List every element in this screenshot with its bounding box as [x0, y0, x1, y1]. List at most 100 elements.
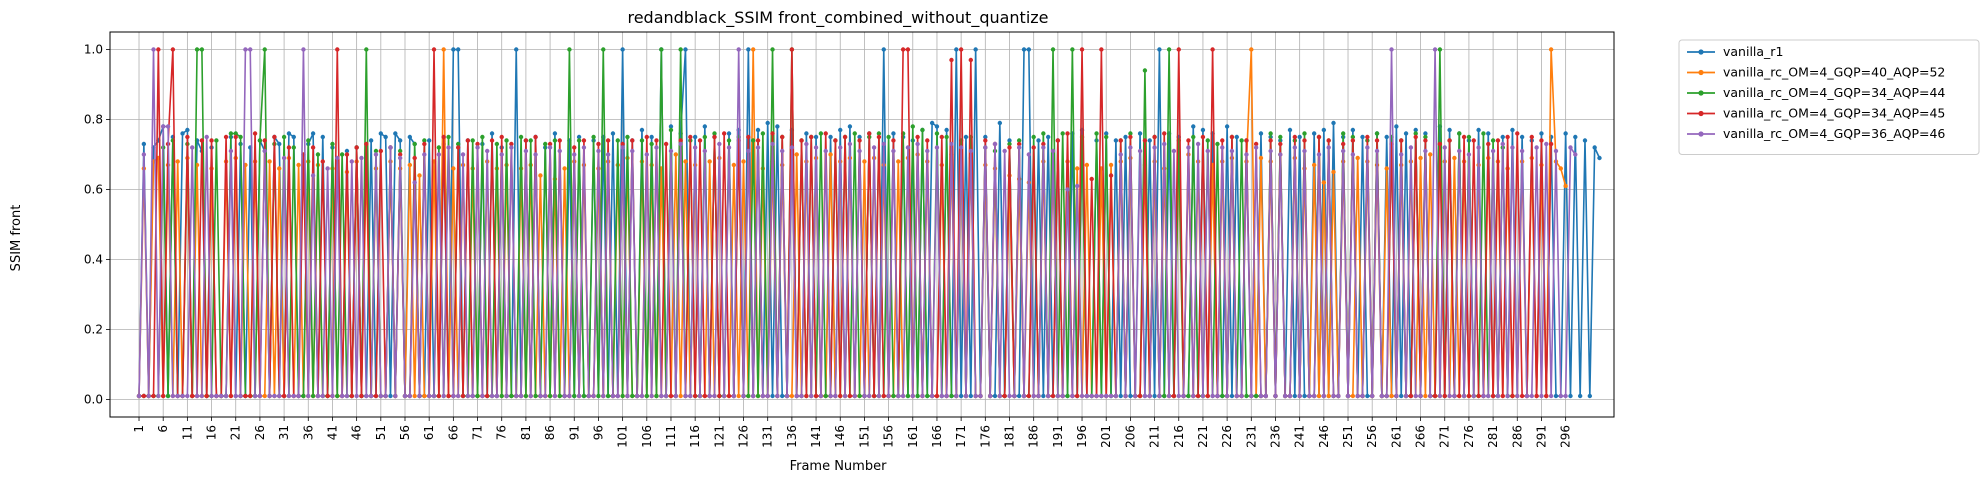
x-tick-label: 21 [229, 425, 243, 440]
data-point [1447, 393, 1452, 399]
data-point [780, 134, 785, 140]
data-point [441, 393, 446, 399]
data-point [1370, 393, 1375, 399]
data-point [320, 159, 325, 164]
data-point [180, 393, 185, 399]
data-point [1457, 148, 1462, 154]
data-point [968, 57, 974, 63]
data-point [823, 393, 828, 399]
data-point [1486, 141, 1491, 147]
data-point [1336, 393, 1341, 399]
data-point [1253, 393, 1259, 399]
x-tick-label: 241 [1293, 425, 1307, 448]
data-point [1065, 393, 1070, 399]
data-point [721, 393, 727, 399]
data-point [1026, 47, 1032, 52]
x-tick-label: 226 [1220, 425, 1234, 448]
data-point [349, 393, 354, 399]
data-point [1210, 47, 1215, 52]
data-point [499, 152, 504, 157]
data-point [301, 47, 306, 52]
data-point [954, 47, 959, 52]
data-point [557, 393, 562, 399]
data-point [765, 120, 770, 126]
data-point [944, 393, 949, 399]
data-point [949, 141, 954, 147]
data-point [1036, 393, 1041, 399]
data-point [823, 148, 828, 154]
data-point [344, 152, 350, 157]
data-point [1234, 393, 1239, 399]
data-point [1452, 393, 1457, 399]
data-point [383, 393, 388, 399]
data-point [1171, 148, 1177, 154]
data-point [514, 47, 519, 52]
data-point [896, 393, 901, 399]
data-point [315, 152, 321, 157]
data-point [1403, 393, 1409, 399]
data-point [248, 47, 253, 52]
data-point [1340, 141, 1346, 147]
x-tick-label: 111 [664, 425, 678, 448]
data-point [209, 138, 214, 143]
data-point [1104, 134, 1109, 140]
data-point [620, 141, 625, 147]
data-point [770, 131, 775, 136]
data-point [422, 141, 427, 147]
data-point [489, 131, 495, 136]
data-point [857, 134, 862, 140]
data-point [412, 393, 417, 399]
data-point [1268, 138, 1273, 143]
data-point [383, 134, 388, 140]
data-point [180, 131, 185, 136]
data-point [1007, 393, 1012, 399]
data-point [1292, 134, 1298, 140]
legend-swatch-marker [1698, 90, 1704, 96]
data-point [1350, 134, 1356, 140]
data-point [489, 138, 495, 143]
data-point [1321, 180, 1327, 185]
series-line [138, 48, 1576, 397]
data-point [194, 393, 200, 399]
data-point [1544, 141, 1549, 147]
data-point [1137, 131, 1143, 136]
data-point [233, 393, 238, 399]
data-point [659, 393, 664, 399]
data-point [610, 131, 616, 136]
data-point [644, 134, 649, 140]
data-point [1065, 131, 1070, 136]
data-point [581, 393, 587, 399]
data-point [1007, 141, 1012, 147]
data-point [784, 393, 790, 399]
legend-swatch-marker [1698, 49, 1704, 55]
data-point [1244, 138, 1249, 143]
data-point [1031, 145, 1036, 150]
data-point [881, 393, 886, 399]
data-point [1539, 131, 1544, 136]
data-point [335, 47, 340, 52]
data-point [663, 141, 669, 147]
data-point [1016, 393, 1022, 399]
data-point [1326, 393, 1331, 399]
data-point [750, 138, 756, 143]
x-tick-label: 221 [1196, 425, 1210, 448]
data-point [141, 141, 147, 147]
data-point [1113, 393, 1119, 399]
data-point [726, 393, 732, 399]
data-point [726, 145, 732, 150]
data-point [1282, 393, 1288, 399]
data-point [281, 155, 287, 161]
data-point [736, 393, 741, 399]
data-point [1002, 393, 1007, 399]
data-point [726, 138, 732, 143]
data-point [818, 393, 824, 399]
data-point [1563, 183, 1568, 189]
data-point [1471, 138, 1476, 143]
x-tick-label: 286 [1510, 425, 1524, 448]
data-point [1490, 148, 1496, 154]
data-point [1094, 393, 1099, 399]
data-point [717, 393, 722, 399]
data-point [1490, 393, 1496, 399]
data-point [915, 141, 920, 147]
